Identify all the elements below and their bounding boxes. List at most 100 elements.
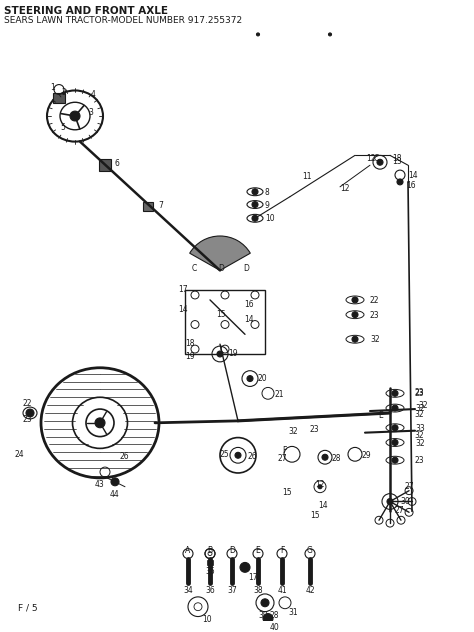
Text: 35: 35 (205, 568, 215, 576)
Text: 28: 28 (332, 454, 341, 463)
Text: 41: 41 (277, 586, 287, 595)
Text: 15: 15 (310, 511, 319, 520)
Circle shape (240, 562, 250, 573)
Text: 34: 34 (183, 586, 193, 595)
Text: 23: 23 (310, 425, 319, 434)
Text: 23: 23 (370, 311, 380, 320)
Text: 22: 22 (370, 296, 380, 305)
Circle shape (352, 336, 358, 342)
Circle shape (263, 614, 273, 623)
Bar (143, 202, 153, 212)
Text: 14: 14 (244, 315, 254, 324)
Text: SEARS LAWN TRACTOR-MODEL NUMBER 917.255372: SEARS LAWN TRACTOR-MODEL NUMBER 917.2553… (4, 16, 242, 25)
Text: 16: 16 (244, 300, 254, 309)
Text: 10: 10 (202, 614, 211, 624)
Text: 26: 26 (248, 453, 258, 461)
Text: F: F (282, 446, 286, 456)
Text: D: D (243, 264, 249, 272)
Bar (53, 94, 65, 103)
Text: 32: 32 (370, 336, 380, 344)
Text: 16: 16 (406, 181, 416, 190)
Text: 42: 42 (305, 586, 315, 595)
Text: B: B (208, 546, 212, 555)
Circle shape (256, 33, 259, 36)
Text: 40: 40 (270, 623, 280, 632)
Text: D: D (218, 264, 224, 272)
Text: 37: 37 (227, 586, 237, 595)
Text: 23: 23 (22, 415, 32, 424)
Circle shape (322, 454, 328, 460)
Text: 3: 3 (88, 108, 93, 117)
Text: 38: 38 (253, 586, 263, 595)
Text: 23: 23 (415, 389, 425, 398)
Text: G: G (307, 546, 313, 555)
Circle shape (26, 409, 34, 417)
Text: 25: 25 (220, 451, 229, 459)
Text: C: C (374, 154, 379, 164)
Text: 17: 17 (248, 573, 258, 582)
Circle shape (235, 453, 241, 458)
Text: 15: 15 (282, 488, 292, 497)
Text: 28: 28 (270, 611, 280, 619)
Text: 32: 32 (415, 404, 425, 413)
Text: 24: 24 (14, 451, 24, 459)
Text: 27: 27 (395, 506, 405, 516)
Text: F / 5: F / 5 (18, 604, 37, 613)
Bar (185, 290, 265, 354)
Text: 6: 6 (115, 159, 120, 168)
Text: 5: 5 (60, 123, 65, 132)
Circle shape (261, 599, 269, 607)
Text: 21: 21 (275, 391, 284, 399)
Circle shape (392, 405, 398, 411)
Text: 26: 26 (120, 453, 129, 461)
Text: 32: 32 (414, 410, 424, 419)
Circle shape (328, 33, 331, 36)
Text: 23: 23 (415, 456, 425, 465)
Circle shape (95, 418, 105, 428)
Text: 27: 27 (405, 482, 415, 491)
Text: 32: 32 (418, 401, 428, 410)
Text: A: A (185, 546, 191, 555)
Text: 13: 13 (392, 157, 401, 166)
Text: 18: 18 (392, 154, 401, 164)
Text: 27: 27 (278, 454, 288, 463)
Circle shape (392, 457, 398, 463)
Circle shape (392, 391, 398, 396)
Text: 36: 36 (205, 586, 215, 595)
Circle shape (70, 111, 80, 121)
Circle shape (352, 297, 358, 303)
Text: 32: 32 (414, 430, 424, 440)
Circle shape (397, 179, 403, 185)
Circle shape (217, 351, 223, 357)
Text: 33: 33 (415, 424, 425, 433)
Text: 19: 19 (228, 349, 237, 358)
Circle shape (387, 499, 393, 504)
Circle shape (252, 216, 258, 221)
Circle shape (392, 439, 398, 446)
Circle shape (252, 202, 258, 207)
Text: 39: 39 (258, 611, 268, 619)
Text: 9: 9 (265, 200, 270, 210)
Text: 2: 2 (62, 88, 67, 97)
Text: 4: 4 (91, 90, 96, 99)
Text: 31: 31 (288, 608, 298, 617)
Text: 7: 7 (158, 200, 163, 210)
Wedge shape (190, 236, 250, 270)
Circle shape (252, 189, 258, 195)
Text: C: C (192, 264, 197, 272)
Text: 14: 14 (178, 305, 188, 314)
Text: 12: 12 (315, 480, 325, 489)
Text: 12: 12 (340, 184, 349, 193)
Text: 32: 32 (288, 427, 298, 435)
Text: 17: 17 (178, 285, 188, 294)
Text: 12: 12 (366, 154, 375, 164)
Text: 43: 43 (95, 480, 105, 489)
Text: E: E (255, 546, 260, 555)
Text: 20: 20 (258, 374, 268, 382)
Circle shape (377, 159, 383, 165)
Text: 10: 10 (265, 214, 274, 223)
Text: 22: 22 (22, 399, 31, 408)
Text: 23: 23 (415, 389, 425, 398)
Text: 8: 8 (265, 188, 270, 197)
Bar (99, 159, 111, 171)
